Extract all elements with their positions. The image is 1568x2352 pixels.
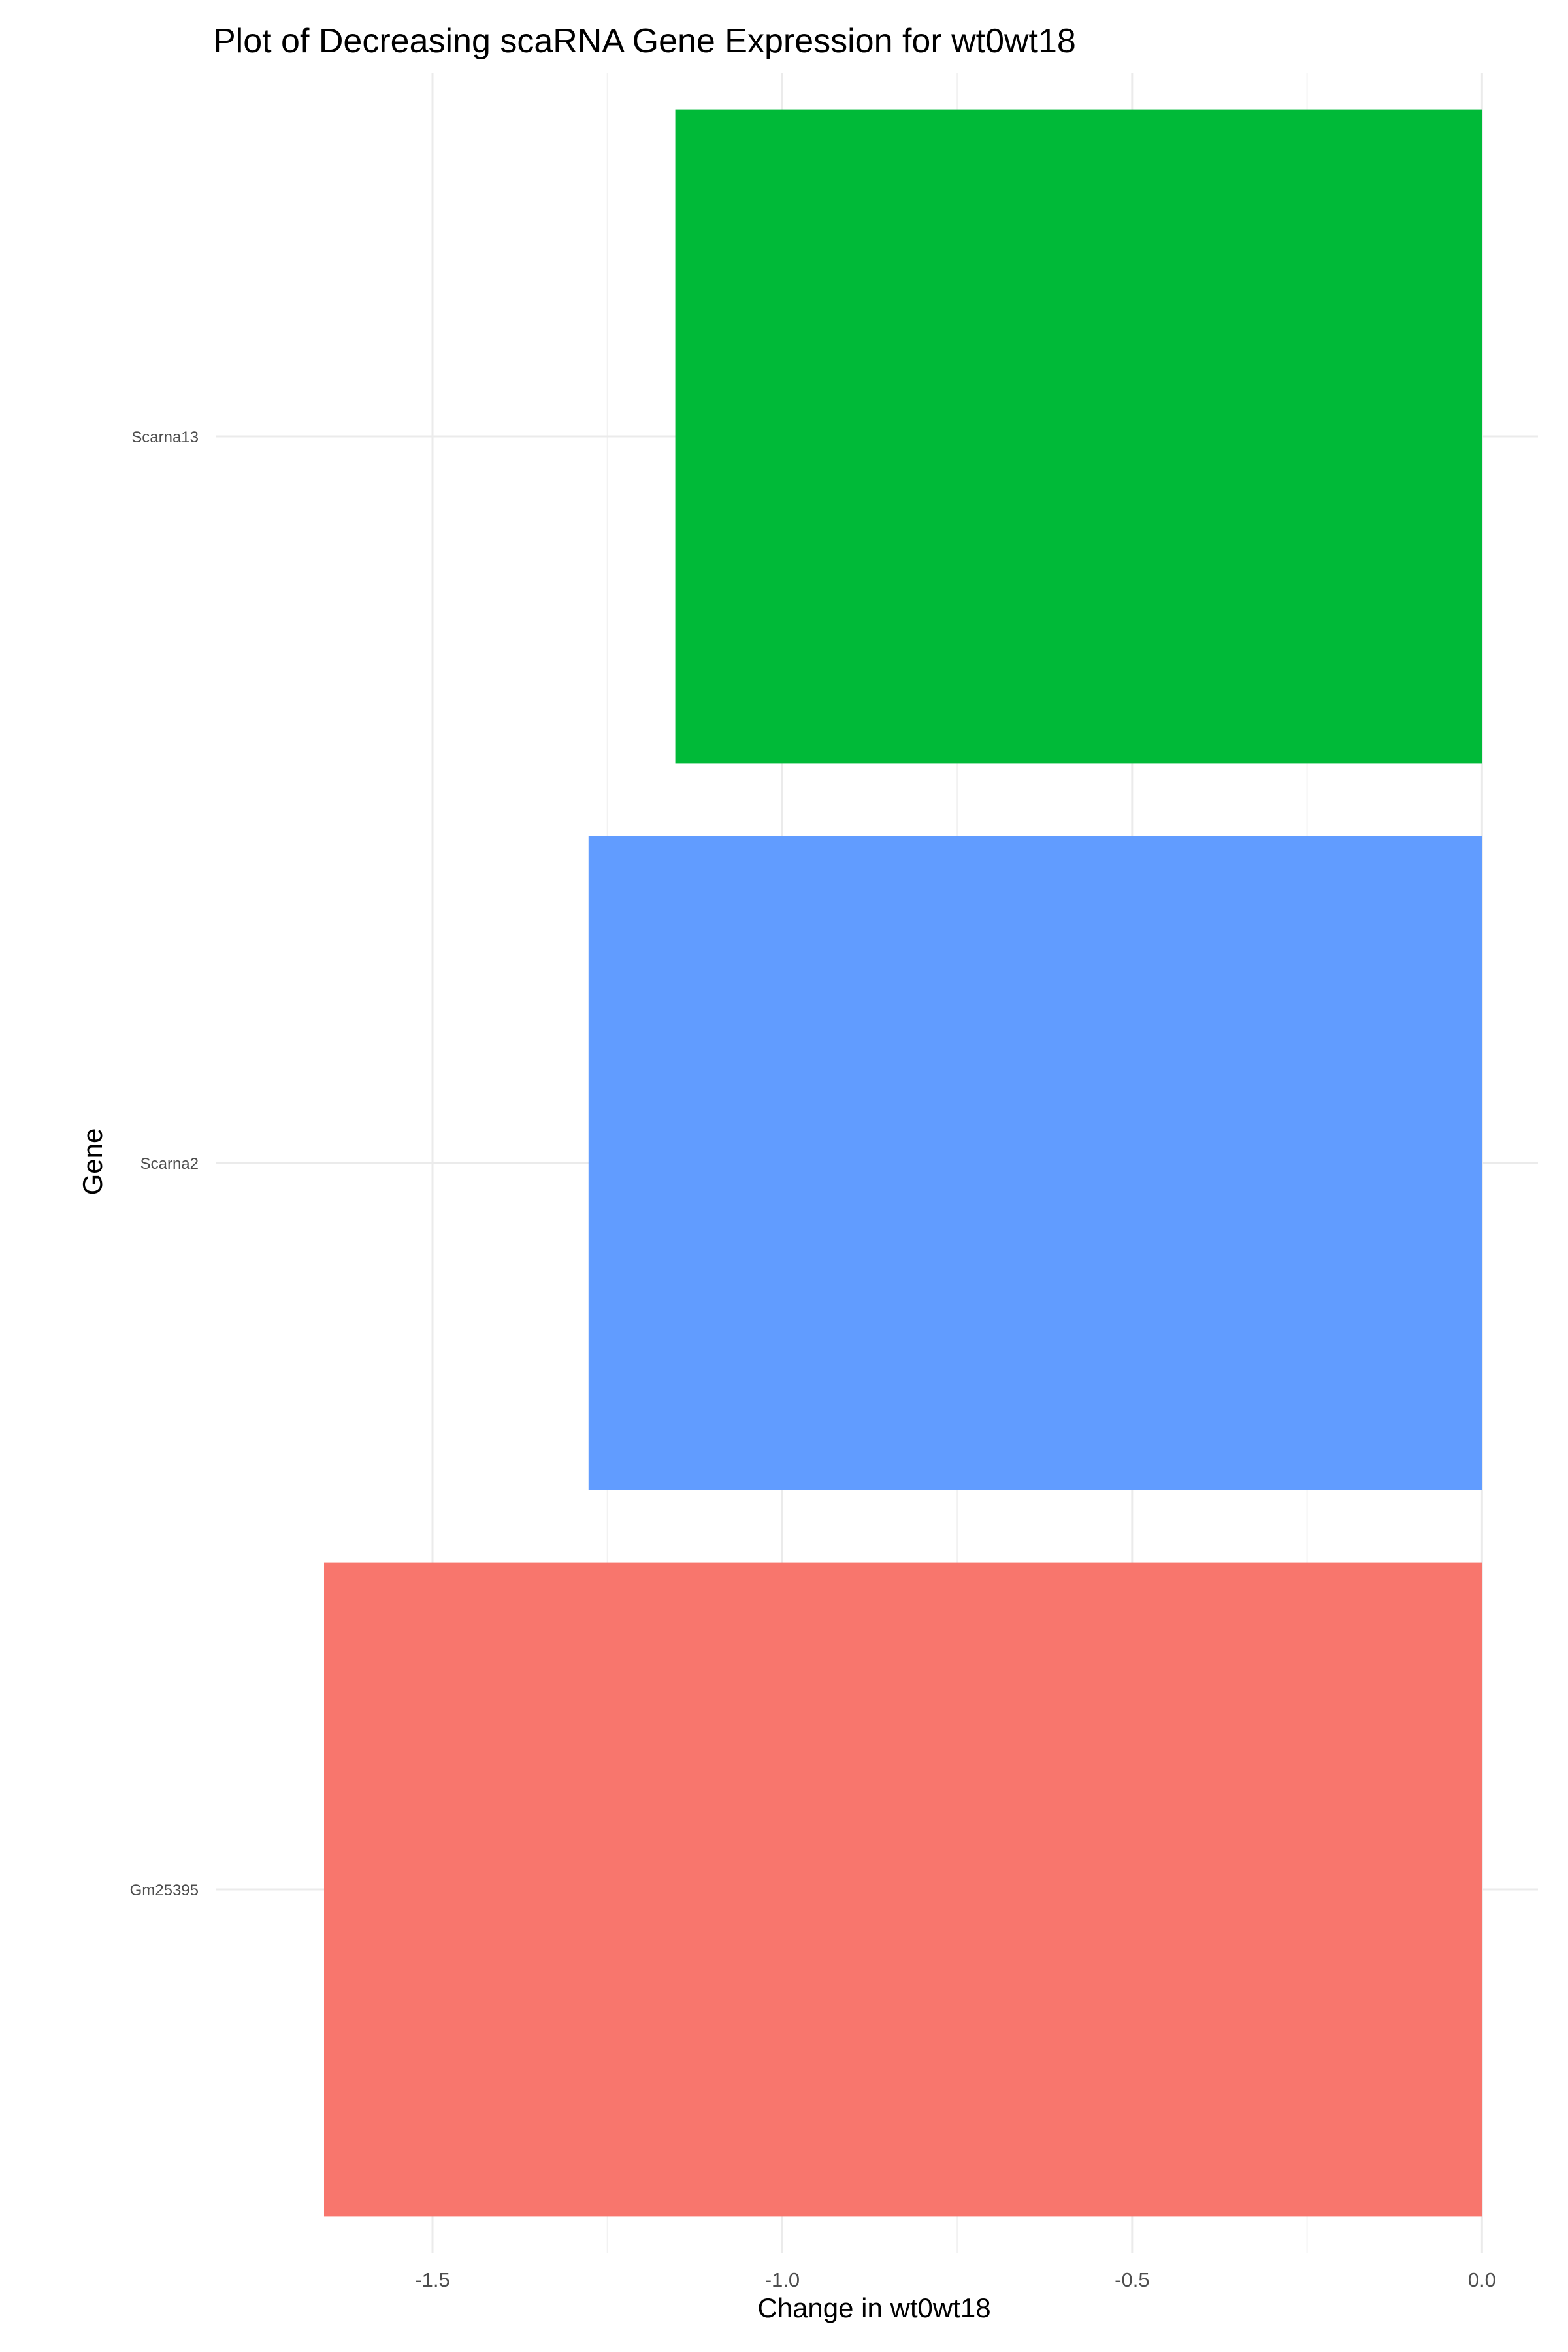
- bars: [323, 109, 1482, 2217]
- x-tick-label: -1.5: [415, 2268, 449, 2291]
- bar-scarna13: [675, 109, 1482, 764]
- chart-title: Plot of Decreasing scaRNA Gene Expressio…: [213, 22, 1076, 60]
- y-tick-labels: Gm25395 Scarna2 Scarna13: [130, 429, 199, 1899]
- y-tick-label: Gm25395: [130, 1882, 199, 1899]
- x-axis-title: Change in wt0wt18: [757, 2293, 990, 2323]
- y-tick-label: Scarna13: [131, 429, 199, 446]
- x-tick-label: 0.0: [1468, 2268, 1496, 2291]
- y-axis-title: Gene: [77, 1128, 108, 1196]
- x-tick-label: -0.5: [1115, 2268, 1149, 2291]
- y-tick-label: Scarna2: [140, 1155, 199, 1173]
- x-tick-label: -1.0: [765, 2268, 800, 2291]
- bar-gm25395: [323, 1562, 1482, 2217]
- x-tick-labels: -1.5 -1.0 -0.5 0.0: [415, 2268, 1496, 2291]
- bar-scarna2: [588, 836, 1482, 1490]
